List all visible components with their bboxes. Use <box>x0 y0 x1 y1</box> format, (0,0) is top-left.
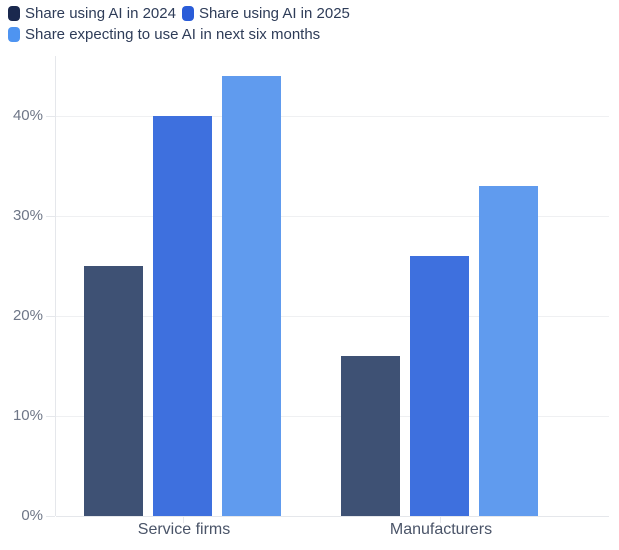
y-axis-tick-label: 0% <box>21 507 43 524</box>
gridline <box>56 316 609 317</box>
y-axis-tick <box>46 416 55 417</box>
y-axis-tick <box>46 116 55 117</box>
x-axis-tick-manufacturers <box>440 516 441 523</box>
legend-item-share-2024: Share using AI in 2024 <box>8 4 176 23</box>
bar <box>410 256 469 516</box>
y-axis-tick <box>46 216 55 217</box>
x-axis-baseline <box>56 516 609 517</box>
category-label-service-firms: Service firms <box>137 521 231 538</box>
bar-group-manufacturers <box>341 186 538 516</box>
legend-item-share-2025: Share using AI in 2025 <box>181 4 350 23</box>
legend-item-expecting: Share expecting to use AI in next six mo… <box>8 25 320 44</box>
legend-swatch-2025 <box>181 6 194 21</box>
bar <box>479 186 538 516</box>
x-axis-tick-service-firms <box>183 516 184 523</box>
bar <box>84 266 143 516</box>
bar <box>341 356 400 516</box>
gridline <box>56 116 609 117</box>
y-axis-tick-label: 40% <box>12 107 43 124</box>
y-axis-tick <box>46 516 55 517</box>
bar <box>222 76 281 516</box>
chart-legend: Share using AI in 2024 Share using AI in… <box>8 4 388 44</box>
gridline <box>56 216 609 217</box>
bar-group-service-firms <box>84 76 281 516</box>
legend-swatch-2024 <box>8 6 20 21</box>
legend-label-2025: Share using AI in 2025 <box>198 5 350 22</box>
gridline <box>56 416 609 417</box>
plot-area <box>55 56 609 517</box>
y-axis-tick-label: 20% <box>12 307 43 324</box>
legend-label-2024: Share using AI in 2024 <box>25 5 176 22</box>
y-axis-tick-label: 30% <box>12 207 43 224</box>
y-axis-tick <box>46 316 55 317</box>
bar <box>153 116 212 516</box>
category-label-manufacturers: Manufacturers <box>389 521 493 538</box>
y-axis-tick-label: 10% <box>12 407 43 424</box>
legend-swatch-expecting <box>8 27 20 42</box>
legend-label-expecting: Share expecting to use AI in next six mo… <box>25 26 321 43</box>
